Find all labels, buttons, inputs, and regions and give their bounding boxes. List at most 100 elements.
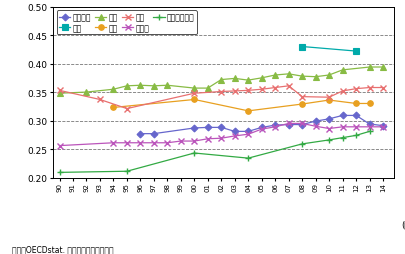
ドイツ xyxy=(259,128,264,131)
Line: 米国: 米国 xyxy=(57,65,385,97)
フランス xyxy=(218,126,223,129)
ドイツ xyxy=(272,126,277,129)
ドイツ xyxy=(57,145,62,148)
米国 xyxy=(286,73,290,76)
フランス xyxy=(245,130,250,133)
米国 xyxy=(192,87,196,90)
フランス xyxy=(192,127,196,130)
ドイツ xyxy=(192,140,196,143)
スウェーデン xyxy=(245,157,250,160)
スウェーデン xyxy=(57,171,62,174)
ドイツ xyxy=(124,142,129,145)
ドイツ xyxy=(178,140,183,143)
米国 xyxy=(312,76,317,79)
中国 xyxy=(353,50,358,53)
ドイツ xyxy=(164,142,169,145)
米国 xyxy=(205,87,210,90)
フランス xyxy=(326,118,331,121)
フランス xyxy=(299,123,304,126)
英国 xyxy=(192,92,196,95)
フランス xyxy=(151,133,156,136)
米国 xyxy=(138,84,143,87)
フランス xyxy=(312,120,317,123)
英国 xyxy=(57,89,62,92)
米国 xyxy=(379,66,384,69)
米国 xyxy=(124,85,129,88)
ドイツ xyxy=(326,128,331,131)
米国 xyxy=(245,79,250,82)
スウェーデン xyxy=(366,130,371,133)
Line: 英国: 英国 xyxy=(56,83,385,112)
ドイツ xyxy=(299,122,304,125)
米国 xyxy=(259,77,264,80)
ドイツ xyxy=(312,125,317,128)
中国 xyxy=(299,46,304,49)
フランス xyxy=(205,126,210,129)
米国 xyxy=(111,88,115,91)
英国 xyxy=(272,87,277,90)
米国 xyxy=(57,92,62,95)
フランス xyxy=(272,124,277,127)
Line: 日本: 日本 xyxy=(111,97,371,114)
スウェーデン xyxy=(339,137,344,140)
Text: 資料：OECDstat. から経済産業省作成。: 資料：OECDstat. から経済産業省作成。 xyxy=(12,245,113,254)
米国 xyxy=(151,85,156,88)
英国 xyxy=(245,89,250,92)
フランス xyxy=(259,126,264,129)
米国 xyxy=(232,77,237,81)
英国 xyxy=(366,87,371,90)
フランス xyxy=(353,115,358,118)
Legend: フランス, 中国, 米国, 日本, 英国, ドイツ, スウェーデン: フランス, 中国, 米国, 日本, 英国, ドイツ, スウェーデン xyxy=(56,11,196,35)
英国 xyxy=(339,90,344,93)
ドイツ xyxy=(353,126,358,129)
フランス xyxy=(339,115,344,118)
米国 xyxy=(272,74,277,77)
英国 xyxy=(97,99,102,102)
日本 xyxy=(353,103,358,106)
ドイツ xyxy=(286,122,290,125)
Line: フランス: フランス xyxy=(138,114,384,137)
英国 xyxy=(218,91,223,94)
フランス xyxy=(379,125,384,128)
日本 xyxy=(111,106,115,109)
米国 xyxy=(164,84,169,87)
英国 xyxy=(379,87,384,90)
Line: スウェーデン: スウェーデン xyxy=(56,129,372,176)
ドイツ xyxy=(151,142,156,145)
英国 xyxy=(326,96,331,99)
スウェーデン xyxy=(124,170,129,173)
米国 xyxy=(326,74,331,77)
英国 xyxy=(353,88,358,91)
米国 xyxy=(366,66,371,69)
Line: ドイツ: ドイツ xyxy=(57,121,385,149)
日本 xyxy=(299,103,304,106)
ドイツ xyxy=(218,137,223,140)
スウェーデン xyxy=(353,134,358,137)
ドイツ xyxy=(205,138,210,141)
フランス xyxy=(232,130,237,133)
米国 xyxy=(218,79,223,82)
ドイツ xyxy=(245,133,250,136)
スウェーデン xyxy=(326,139,331,142)
米国 xyxy=(339,69,344,72)
ドイツ xyxy=(111,142,115,145)
日本 xyxy=(366,103,371,106)
英国 xyxy=(232,90,237,93)
スウェーデン xyxy=(192,152,196,155)
米国 xyxy=(84,91,89,94)
フランス xyxy=(366,123,371,126)
日本 xyxy=(192,99,196,102)
フランス xyxy=(286,123,290,126)
Text: (年): (年) xyxy=(400,219,405,228)
英国 xyxy=(299,96,304,99)
日本 xyxy=(245,110,250,113)
Line: 中国: 中国 xyxy=(298,44,358,55)
フランス xyxy=(138,133,143,136)
英国 xyxy=(286,85,290,88)
ドイツ xyxy=(138,142,143,145)
英国 xyxy=(259,88,264,91)
ドイツ xyxy=(339,126,344,129)
米国 xyxy=(299,75,304,78)
日本 xyxy=(326,99,331,102)
スウェーデン xyxy=(299,143,304,146)
